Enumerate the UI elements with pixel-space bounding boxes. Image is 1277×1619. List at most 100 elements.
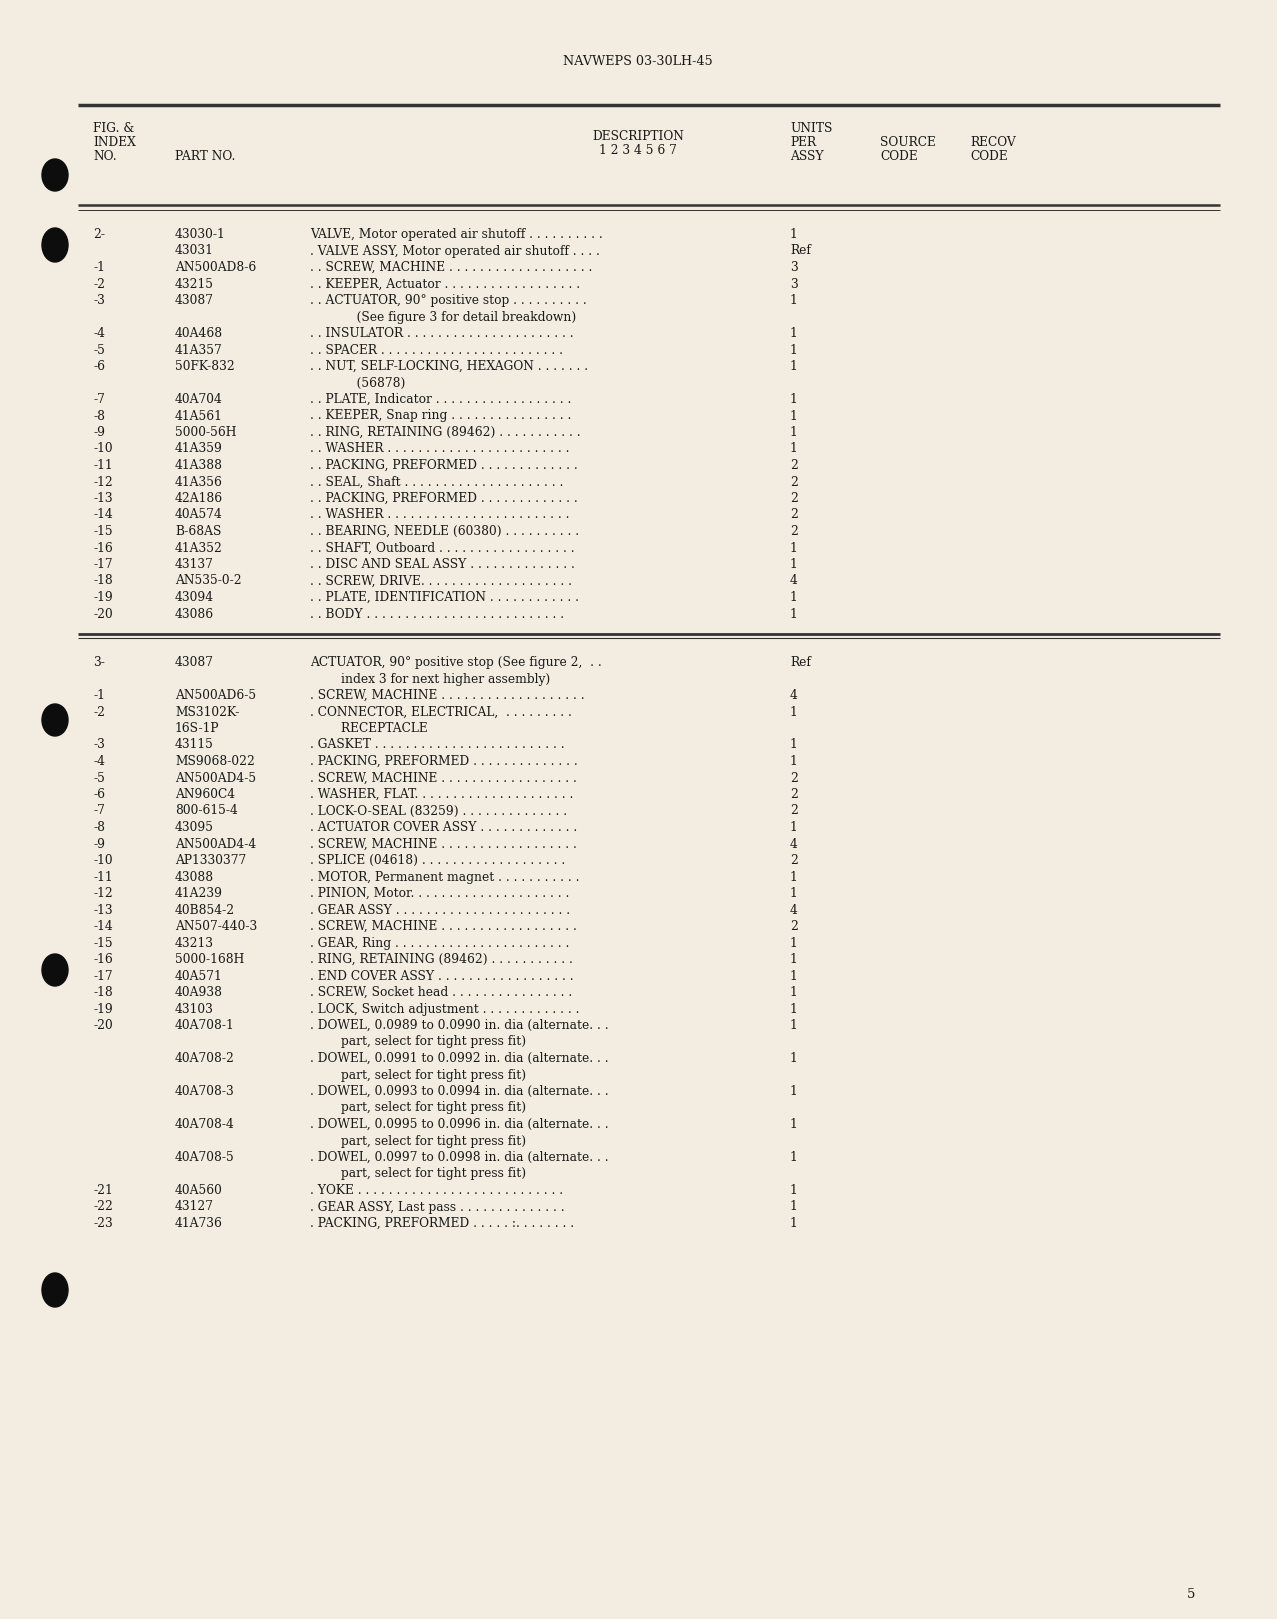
Text: AN500AD8-6: AN500AD8-6 [175, 261, 257, 274]
Text: . DOWEL, 0.0991 to 0.0992 in. dia (alternate. . .: . DOWEL, 0.0991 to 0.0992 in. dia (alter… [310, 1052, 609, 1065]
Text: 2: 2 [790, 772, 798, 785]
Text: 43094: 43094 [175, 591, 215, 604]
Text: . RING, RETAINING (89462) . . . . . . . . . . .: . RING, RETAINING (89462) . . . . . . . … [310, 954, 573, 967]
Text: part, select for tight press fit): part, select for tight press fit) [310, 1069, 526, 1081]
Text: . . ACTUATOR, 90° positive stop . . . . . . . . . .: . . ACTUATOR, 90° positive stop . . . . … [310, 295, 586, 308]
Text: CODE: CODE [971, 151, 1008, 164]
Text: -16: -16 [93, 541, 112, 554]
Text: 1: 1 [790, 1151, 798, 1164]
Text: . END COVER ASSY . . . . . . . . . . . . . . . . . .: . END COVER ASSY . . . . . . . . . . . .… [310, 970, 573, 983]
Text: 43115: 43115 [175, 738, 213, 751]
Text: 5: 5 [1186, 1588, 1195, 1601]
Text: AN535-0-2: AN535-0-2 [175, 575, 241, 588]
Text: . YOKE . . . . . . . . . . . . . . . . . . . . . . . . . . .: . YOKE . . . . . . . . . . . . . . . . .… [310, 1183, 563, 1196]
Text: -1: -1 [93, 690, 105, 703]
Text: 1: 1 [790, 706, 798, 719]
Text: part, select for tight press fit): part, select for tight press fit) [310, 1036, 526, 1049]
Text: . GASKET . . . . . . . . . . . . . . . . . . . . . . . . .: . GASKET . . . . . . . . . . . . . . . .… [310, 738, 564, 751]
Text: -6: -6 [93, 788, 105, 801]
Text: 40A468: 40A468 [175, 327, 223, 340]
Text: PART NO.: PART NO. [175, 151, 235, 164]
Text: 40A708-2: 40A708-2 [175, 1052, 235, 1065]
Text: 1: 1 [790, 327, 798, 340]
Text: 2: 2 [790, 525, 798, 538]
Text: RECEPTACLE: RECEPTACLE [310, 722, 428, 735]
Text: 43087: 43087 [175, 295, 215, 308]
Text: . . WASHER . . . . . . . . . . . . . . . . . . . . . . . .: . . WASHER . . . . . . . . . . . . . . .… [310, 442, 570, 455]
Text: . . PACKING, PREFORMED . . . . . . . . . . . . .: . . PACKING, PREFORMED . . . . . . . . .… [310, 492, 577, 505]
Text: 41A356: 41A356 [175, 476, 223, 489]
Text: UNITS: UNITS [790, 121, 833, 134]
Text: 2: 2 [790, 476, 798, 489]
Text: -17: -17 [93, 970, 112, 983]
Text: -9: -9 [93, 426, 105, 439]
Text: 4: 4 [790, 903, 798, 916]
Text: -14: -14 [93, 508, 112, 521]
Text: 2: 2 [790, 788, 798, 801]
Text: 5000-56H: 5000-56H [175, 426, 236, 439]
Text: . PACKING, PREFORMED . . . . . . . . . . . . . .: . PACKING, PREFORMED . . . . . . . . . .… [310, 754, 577, 767]
Ellipse shape [42, 1273, 68, 1307]
Text: . . PACKING, PREFORMED . . . . . . . . . . . . .: . . PACKING, PREFORMED . . . . . . . . .… [310, 460, 577, 473]
Text: 40A574: 40A574 [175, 508, 223, 521]
Text: . DOWEL, 0.0989 to 0.0990 in. dia (alternate. . .: . DOWEL, 0.0989 to 0.0990 in. dia (alter… [310, 1018, 609, 1031]
Text: 43086: 43086 [175, 607, 215, 620]
Text: AN507-440-3: AN507-440-3 [175, 920, 257, 933]
Text: -12: -12 [93, 887, 112, 900]
Text: (56878): (56878) [310, 377, 405, 390]
Text: 40A708-1: 40A708-1 [175, 1018, 235, 1031]
Text: 3-: 3- [93, 656, 105, 669]
Text: Ref: Ref [790, 656, 811, 669]
Text: 5000-168H: 5000-168H [175, 954, 244, 967]
Text: . . PLATE, Indicator . . . . . . . . . . . . . . . . . .: . . PLATE, Indicator . . . . . . . . . .… [310, 393, 571, 406]
Text: 1: 1 [790, 559, 798, 572]
Text: 42A186: 42A186 [175, 492, 223, 505]
Text: . . KEEPER, Actuator . . . . . . . . . . . . . . . . . .: . . KEEPER, Actuator . . . . . . . . . .… [310, 277, 580, 290]
Text: -2: -2 [93, 277, 105, 290]
Text: . . BODY . . . . . . . . . . . . . . . . . . . . . . . . . .: . . BODY . . . . . . . . . . . . . . . .… [310, 607, 564, 620]
Text: . . WASHER . . . . . . . . . . . . . . . . . . . . . . . .: . . WASHER . . . . . . . . . . . . . . .… [310, 508, 570, 521]
Text: 43095: 43095 [175, 821, 215, 834]
Text: 1: 1 [790, 970, 798, 983]
Text: -20: -20 [93, 1018, 112, 1031]
Text: DESCRIPTION: DESCRIPTION [593, 130, 684, 142]
Text: 40A560: 40A560 [175, 1183, 223, 1196]
Text: 1: 1 [790, 393, 798, 406]
Text: . . BEARING, NEEDLE (60380) . . . . . . . . . .: . . BEARING, NEEDLE (60380) . . . . . . … [310, 525, 580, 538]
Text: . WASHER, FLAT. . . . . . . . . . . . . . . . . . . . .: . WASHER, FLAT. . . . . . . . . . . . . … [310, 788, 573, 801]
Text: -11: -11 [93, 460, 112, 473]
Text: 4: 4 [790, 575, 798, 588]
Text: NO.: NO. [93, 151, 116, 164]
Text: 3: 3 [790, 277, 798, 290]
Ellipse shape [42, 954, 68, 986]
Text: -9: -9 [93, 837, 105, 850]
Text: 1: 1 [790, 1217, 798, 1230]
Text: 2: 2 [790, 805, 798, 818]
Text: . . NUT, SELF-LOCKING, HEXAGON . . . . . . .: . . NUT, SELF-LOCKING, HEXAGON . . . . .… [310, 359, 589, 372]
Text: 2: 2 [790, 460, 798, 473]
Text: . SCREW, Socket head . . . . . . . . . . . . . . . .: . SCREW, Socket head . . . . . . . . . .… [310, 986, 572, 999]
Text: 43213: 43213 [175, 936, 215, 949]
Text: 40A708-5: 40A708-5 [175, 1151, 235, 1164]
Text: 2: 2 [790, 920, 798, 933]
Text: SOURCE: SOURCE [880, 136, 936, 149]
Text: . ACTUATOR COVER ASSY . . . . . . . . . . . . .: . ACTUATOR COVER ASSY . . . . . . . . . … [310, 821, 577, 834]
Text: 1: 1 [790, 986, 798, 999]
Text: 50FK-832: 50FK-832 [175, 359, 235, 372]
Text: . LOCK-O-SEAL (83259) . . . . . . . . . . . . . .: . LOCK-O-SEAL (83259) . . . . . . . . . … [310, 805, 567, 818]
Text: -8: -8 [93, 821, 105, 834]
Text: -3: -3 [93, 295, 105, 308]
Text: 41A352: 41A352 [175, 541, 223, 554]
Text: -4: -4 [93, 754, 105, 767]
Text: 41A359: 41A359 [175, 442, 223, 455]
Text: 41A561: 41A561 [175, 410, 223, 423]
Text: part, select for tight press fit): part, select for tight press fit) [310, 1101, 526, 1114]
Text: 1: 1 [790, 295, 798, 308]
Text: -15: -15 [93, 936, 112, 949]
Text: -17: -17 [93, 559, 112, 572]
Text: 43087: 43087 [175, 656, 215, 669]
Text: 1 2 3 4 5 6 7: 1 2 3 4 5 6 7 [599, 144, 677, 157]
Text: RECOV: RECOV [971, 136, 1015, 149]
Text: . DOWEL, 0.0995 to 0.0996 in. dia (alternate. . .: . DOWEL, 0.0995 to 0.0996 in. dia (alter… [310, 1119, 609, 1132]
Text: . GEAR ASSY . . . . . . . . . . . . . . . . . . . . . . .: . GEAR ASSY . . . . . . . . . . . . . . … [310, 903, 570, 916]
